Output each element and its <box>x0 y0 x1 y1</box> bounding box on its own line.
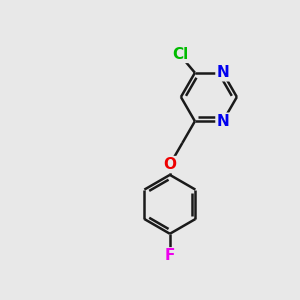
Text: Cl: Cl <box>172 47 189 62</box>
Text: N: N <box>217 65 229 80</box>
Text: F: F <box>165 248 175 263</box>
Text: O: O <box>164 157 176 172</box>
Text: N: N <box>217 114 229 129</box>
